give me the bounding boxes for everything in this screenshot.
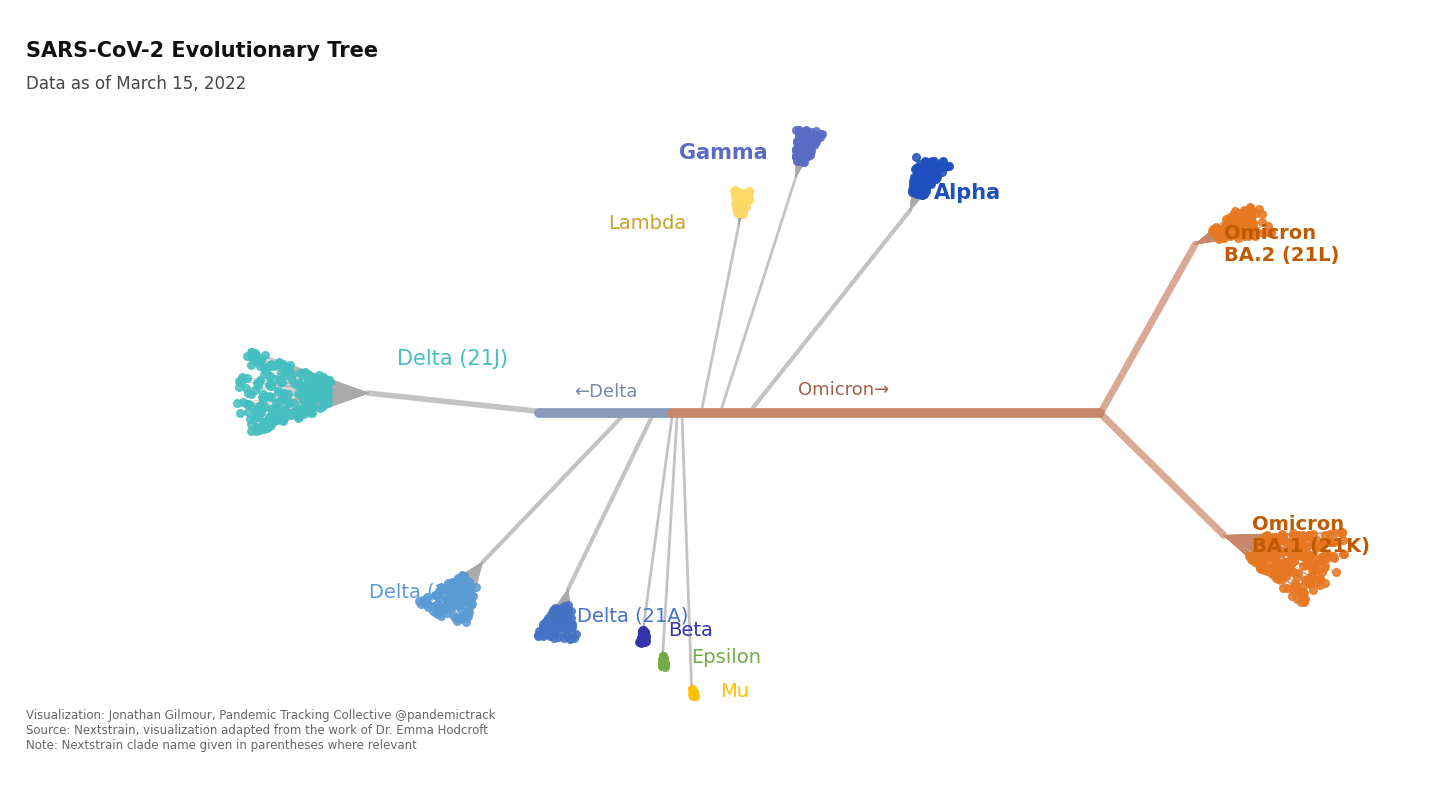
Text: Beta: Beta [668,621,713,640]
Text: Omicron→: Omicron→ [798,381,890,399]
Text: Visualization: Jonathan Gilmour, Pandemic Tracking Collective @pandemictrack
Sou: Visualization: Jonathan Gilmour, Pandemi… [26,709,495,753]
Text: SARS-CoV-2 Evolutionary Tree: SARS-CoV-2 Evolutionary Tree [26,40,379,61]
Text: ←Delta: ←Delta [575,383,638,401]
Text: Gamma: Gamma [678,143,768,163]
Text: Omicron
BA.1 (21K): Omicron BA.1 (21K) [1253,515,1371,556]
Text: Lambda: Lambda [609,214,687,233]
Text: Omicron
BA.2 (21L): Omicron BA.2 (21L) [1224,224,1339,265]
Text: Data as of March 15, 2022: Data as of March 15, 2022 [26,75,246,93]
Text: Delta (21I): Delta (21I) [369,583,472,602]
Text: Delta (21A): Delta (21A) [577,607,688,626]
Text: Mu: Mu [720,682,749,701]
Text: Epsilon: Epsilon [691,648,762,667]
Text: Delta (21J): Delta (21J) [397,349,508,370]
Text: Alpha: Alpha [935,183,1001,204]
